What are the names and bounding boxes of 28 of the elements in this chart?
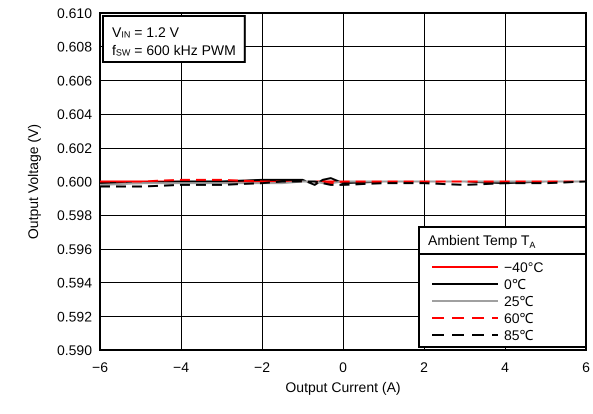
x-tick-label: −6 <box>92 359 108 375</box>
legend-label: 0℃ <box>504 275 526 293</box>
legend-label: 25℃ <box>504 292 534 310</box>
annotation: fSW = 600 kHz PWM <box>112 42 236 58</box>
y-tick-label: 0.598 <box>56 207 92 224</box>
x-tick-label: −2 <box>254 359 270 375</box>
x-tick-label: 0 <box>339 359 348 375</box>
legend-label: 85℃ <box>504 326 534 344</box>
x-tick-label: 4 <box>501 359 510 375</box>
y-tick-label: 0.596 <box>56 240 92 257</box>
y-tick-label: 0.608 <box>56 38 92 55</box>
y-axis-title: Output Voltage (V) <box>25 124 41 240</box>
y-tick-label: 0.602 <box>56 140 92 156</box>
x-tick-label: −4 <box>173 359 190 375</box>
legend-label: −40°C <box>504 258 544 274</box>
y-tick-label: 0.610 <box>56 5 92 21</box>
x-axis-title: Output Current (A) <box>285 379 401 395</box>
y-tick-label: 0.590 <box>56 342 92 358</box>
y-tick-label: 0.604 <box>56 106 92 122</box>
legend-title: Ambient Temp T$_{A}$ <box>420 228 585 255</box>
y-tick-label: 0.592 <box>56 308 92 324</box>
x-tick-label: 6 <box>582 359 590 375</box>
y-tick-label: 0.606 <box>56 72 92 88</box>
y-tick-label: 0.600 <box>56 174 92 190</box>
annotation: VIN = 1.2 V <box>112 24 180 40</box>
y-tick-label: 0.594 <box>56 274 92 291</box>
x-tick-label: 2 <box>420 359 428 375</box>
legend-label: 60℃ <box>504 309 534 327</box>
